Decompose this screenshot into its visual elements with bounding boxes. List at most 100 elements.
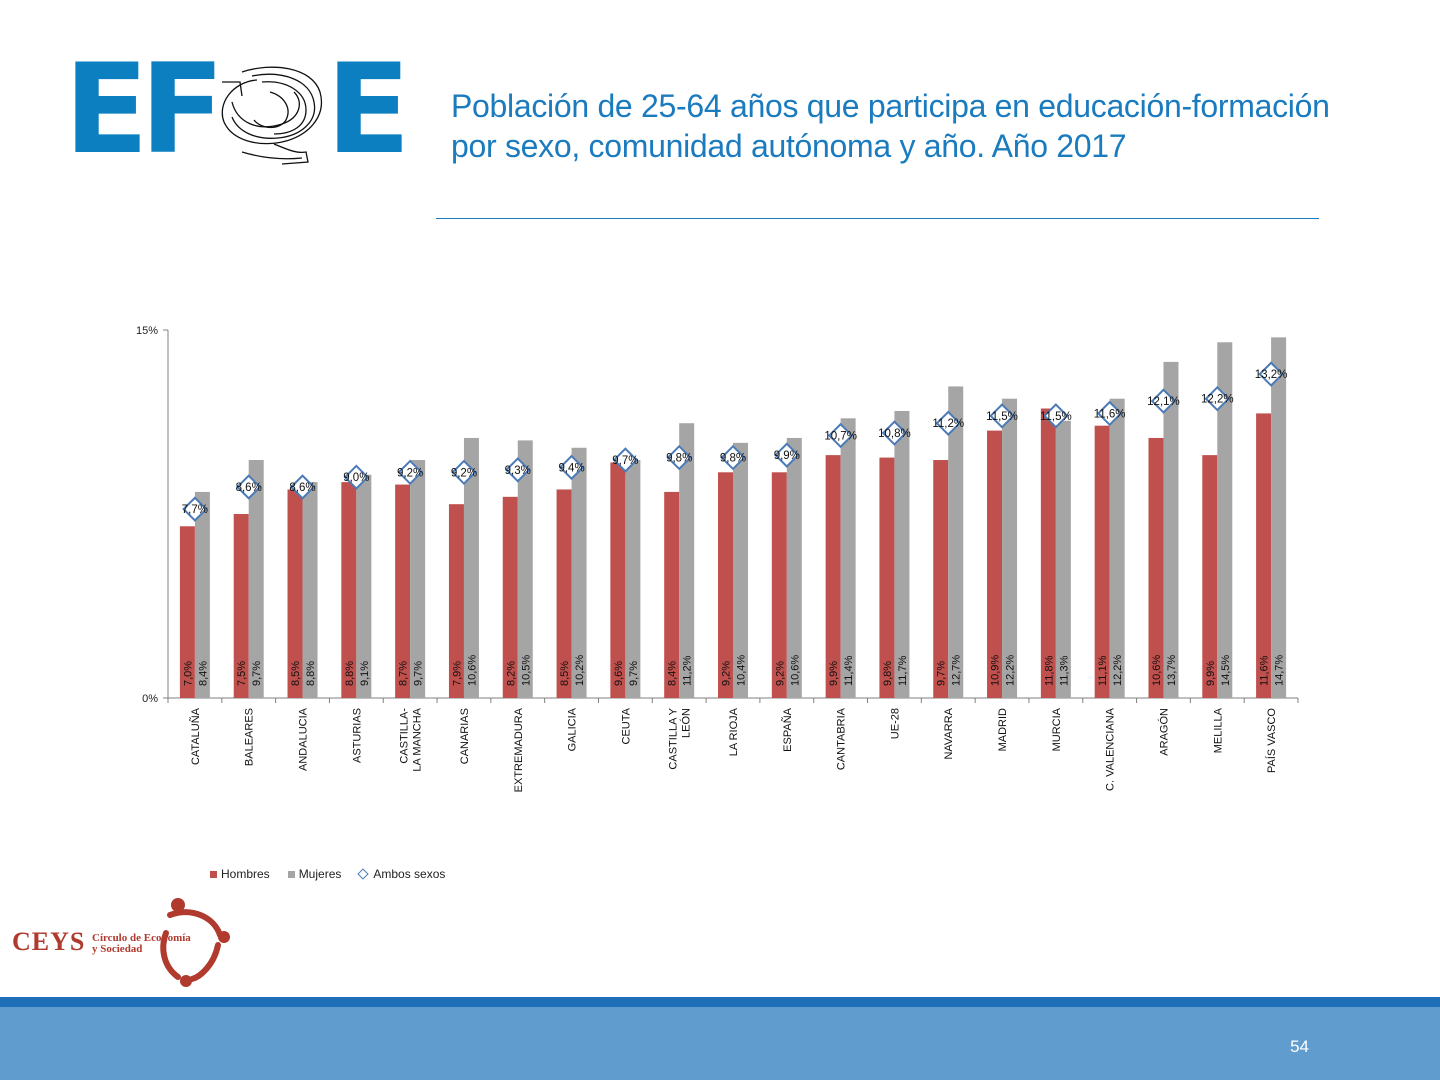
data-label-hombres: 9,9% bbox=[828, 661, 840, 686]
bar-mujeres bbox=[356, 474, 372, 698]
legend-swatch-hombres bbox=[210, 870, 217, 878]
data-label-ambos-sexos: 10,8% bbox=[878, 428, 911, 440]
data-label-mujeres: 8,4% bbox=[197, 661, 209, 686]
data-label-hombres: 9,7% bbox=[936, 661, 948, 686]
data-label-mujeres: 9,1% bbox=[359, 661, 371, 686]
data-label-mujeres: 11,4% bbox=[843, 655, 855, 686]
bar-hombres bbox=[1202, 455, 1218, 698]
data-label-hombres: 9,8% bbox=[882, 661, 894, 686]
bar-hombres bbox=[448, 504, 464, 698]
efse-emblem-icon bbox=[221, 66, 323, 165]
data-label-mujeres: 9,7% bbox=[413, 661, 425, 686]
data-label-hombres: 10,9% bbox=[990, 655, 1002, 686]
category-label: LA RIOJA bbox=[728, 707, 740, 756]
marker-ambos-sexos bbox=[182, 496, 208, 522]
bar-mujeres bbox=[1055, 420, 1071, 698]
data-label-mujeres: 11,7% bbox=[897, 655, 909, 686]
data-label-ambos-sexos: 11,6% bbox=[1094, 408, 1126, 420]
data-label-ambos-sexos: 11,2% bbox=[932, 418, 964, 430]
category-label: CANTABRIA bbox=[836, 707, 848, 770]
data-label-ambos-sexos: 9,3% bbox=[505, 465, 531, 477]
data-label-hombres: 9,9% bbox=[1205, 661, 1217, 686]
data-label-mujeres: 12,2% bbox=[1005, 655, 1017, 686]
data-label-mujeres: 12,7% bbox=[951, 655, 963, 686]
data-label-mujeres: 10,6% bbox=[789, 655, 801, 686]
data-label-hombres: 8,8% bbox=[344, 661, 356, 686]
data-label-hombres: 7,9% bbox=[451, 661, 463, 686]
data-label-ambos-sexos: 9,8% bbox=[666, 453, 692, 465]
bar-mujeres bbox=[571, 447, 587, 698]
data-label-ambos-sexos: 9,2% bbox=[397, 467, 423, 479]
bar-mujeres bbox=[194, 491, 210, 698]
bar-mujeres bbox=[302, 482, 318, 698]
bar-mujeres bbox=[786, 437, 802, 698]
ceys-subtitle: Círculo de Economía y Sociedad bbox=[92, 933, 191, 955]
bar-hombres bbox=[179, 526, 195, 698]
data-label-hombres: 11,8% bbox=[1043, 655, 1055, 686]
legend-swatch-mujeres bbox=[287, 870, 295, 878]
bar-mujeres bbox=[463, 437, 479, 698]
legend-item-hombres: Hombres bbox=[210, 867, 270, 881]
category-label: ASTURIAS bbox=[351, 708, 363, 763]
data-label-ambos-sexos: 9,7% bbox=[612, 455, 638, 467]
marker-ambos-sexos bbox=[505, 457, 531, 483]
bar-hombres bbox=[1040, 408, 1056, 698]
footer-accent-line bbox=[0, 997, 1440, 1007]
data-label-ambos-sexos: 12,1% bbox=[1147, 396, 1180, 408]
legend-item-ambos: Ambos sexos bbox=[357, 867, 445, 881]
data-label-hombres: 8,5% bbox=[559, 661, 571, 686]
category-label: BALEARES bbox=[244, 708, 256, 766]
legend-diamond-icon bbox=[357, 868, 370, 880]
marker-ambos-sexos bbox=[397, 459, 423, 486]
data-label-ambos-sexos: 10,7% bbox=[824, 430, 857, 442]
data-label-hombres: 9,6% bbox=[613, 661, 625, 686]
data-label-hombres: 9,2% bbox=[721, 661, 733, 686]
data-label-ambos-sexos: 9,9% bbox=[774, 450, 800, 462]
data-label-mujeres: 10,2% bbox=[574, 655, 586, 686]
bar-mujeres bbox=[625, 460, 641, 698]
data-label-mujeres: 13,7% bbox=[1166, 655, 1178, 686]
slide-title: Población de 25-64 años que participa en… bbox=[451, 88, 1330, 164]
marker-ambos-sexos bbox=[666, 444, 692, 471]
bar-hombres bbox=[1148, 437, 1164, 698]
data-label-ambos-sexos: 9,4% bbox=[558, 462, 584, 474]
data-label-mujeres: 14,5% bbox=[1220, 655, 1232, 686]
logo-letter-f: F bbox=[140, 38, 225, 182]
ceys-line2: y Sociedad bbox=[92, 943, 143, 955]
bar-hombres bbox=[933, 460, 949, 698]
data-label-ambos-sexos: 9,2% bbox=[451, 467, 477, 479]
data-label-ambos-sexos: 11,5% bbox=[986, 411, 1018, 423]
marker-ambos-sexos bbox=[1043, 403, 1069, 429]
data-label-mujeres: 12,2% bbox=[1112, 655, 1124, 686]
bar-hombres bbox=[287, 489, 303, 698]
data-label-hombres: 7,0% bbox=[182, 661, 194, 686]
marker-ambos-sexos bbox=[289, 474, 316, 500]
bar-hombres bbox=[1094, 425, 1110, 698]
marker-ambos-sexos bbox=[1150, 388, 1177, 414]
ceys-line1: Círculo de Economía bbox=[92, 932, 191, 944]
marker-ambos-sexos bbox=[720, 444, 746, 471]
category-label: CEUTA bbox=[620, 707, 632, 744]
logo-letter-e: E bbox=[64, 38, 149, 182]
data-label-mujeres: 14,7% bbox=[1274, 655, 1286, 686]
bar-hombres bbox=[879, 457, 895, 698]
category-label: UE-28 bbox=[889, 708, 901, 739]
bar-mujeres bbox=[894, 410, 910, 698]
bar-hombres bbox=[610, 462, 626, 698]
category-label: CANARIAS bbox=[459, 708, 471, 764]
bar-hombres bbox=[771, 472, 787, 698]
bar-hombres bbox=[556, 489, 572, 698]
marker-ambos-sexos bbox=[1258, 361, 1284, 387]
data-label-ambos-sexos: 9,8% bbox=[720, 453, 746, 465]
data-label-ambos-sexos: 9,0% bbox=[343, 472, 369, 484]
data-label-mujeres: 9,7% bbox=[251, 661, 263, 686]
legend-label-mujeres: Mujeres bbox=[298, 867, 342, 881]
legend-label-hombres: Hombres bbox=[221, 867, 270, 881]
bar-hombres bbox=[233, 514, 249, 698]
bar-hombres bbox=[664, 491, 680, 698]
category-label: CASTILLA Y bbox=[668, 707, 680, 769]
data-label-mujeres: 9,7% bbox=[628, 661, 640, 686]
ceys-name: CEYS bbox=[12, 927, 86, 956]
data-label-hombres: 8,7% bbox=[398, 661, 410, 686]
